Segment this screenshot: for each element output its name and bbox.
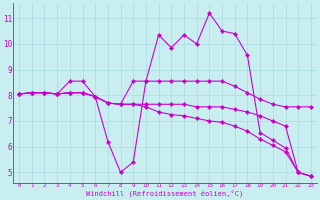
X-axis label: Windchill (Refroidissement éolien,°C): Windchill (Refroidissement éolien,°C) (86, 190, 244, 197)
